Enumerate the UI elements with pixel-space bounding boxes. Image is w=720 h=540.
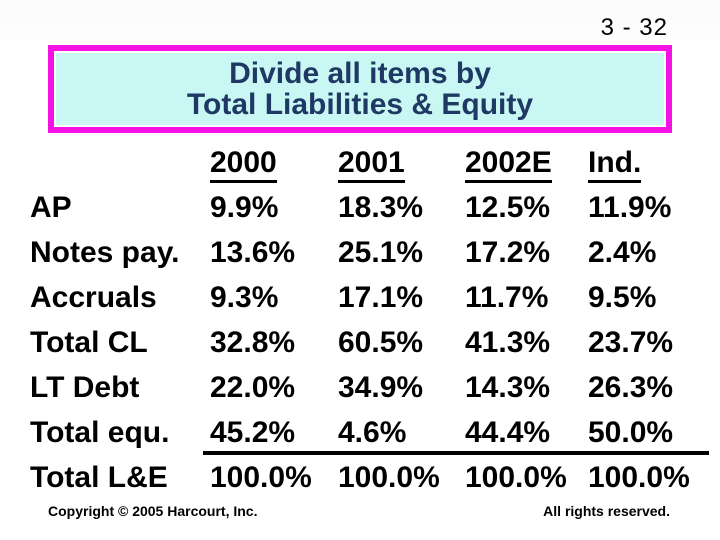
title-box: Divide all items by Total Liabilities & … bbox=[48, 45, 672, 133]
row-value: 12.5% bbox=[465, 191, 551, 224]
title-line-1: Divide all items by bbox=[229, 57, 491, 90]
row-value: 32.8% bbox=[210, 326, 296, 359]
column-header-label: Ind. bbox=[588, 146, 642, 183]
row-value: 50.0% bbox=[588, 416, 674, 449]
column-header-2001: 2001 bbox=[338, 140, 465, 185]
row-value: 17.2% bbox=[465, 236, 551, 269]
page-number: 3 - 32 bbox=[600, 14, 668, 41]
row-value: 11.9% bbox=[588, 191, 672, 224]
row-value: 41.3% bbox=[465, 326, 551, 359]
row-label: Accruals bbox=[30, 281, 157, 314]
row-value: 22.0% bbox=[210, 371, 296, 404]
row-value: 60.5% bbox=[338, 326, 424, 359]
row-value: 9.9% bbox=[210, 191, 279, 224]
row-value: 100.0% bbox=[465, 461, 567, 494]
column-header-label: 2000 bbox=[210, 146, 277, 183]
row-value: 14.3% bbox=[465, 371, 551, 404]
row-value: 100.0% bbox=[338, 461, 440, 494]
row-value: 17.1% bbox=[338, 281, 424, 314]
row-value: 23.7% bbox=[588, 326, 674, 359]
row-value: 18.3% bbox=[338, 191, 424, 224]
column-header-2000: 2000 bbox=[210, 140, 338, 185]
row-value: 100.0% bbox=[588, 461, 690, 494]
row-value: 44.4% bbox=[465, 416, 551, 449]
row-value: 34.9% bbox=[338, 371, 424, 404]
row-value: 11.7% bbox=[465, 281, 549, 314]
column-header-2002e: 2002E bbox=[465, 140, 588, 185]
row-value: 4.6% bbox=[338, 416, 407, 449]
row-label: Notes pay. bbox=[30, 236, 180, 269]
title-line-2: Total Liabilities & Equity bbox=[186, 88, 534, 121]
row-value: 100.0% bbox=[210, 461, 312, 494]
row-label: AP bbox=[30, 191, 72, 224]
row-value: 45.2% bbox=[210, 416, 296, 449]
totals-separator-line bbox=[203, 451, 709, 455]
row-label: Total CL bbox=[30, 326, 148, 359]
column-header-ind: Ind. bbox=[588, 140, 710, 185]
row-label: LT Debt bbox=[30, 371, 140, 404]
row-value: 26.3% bbox=[588, 371, 674, 404]
row-label: Total L&E bbox=[30, 461, 168, 494]
rights-reserved-text: All rights reserved. bbox=[543, 503, 670, 519]
row-value: 2.4% bbox=[588, 236, 657, 269]
row-value: 13.6% bbox=[210, 236, 296, 269]
row-value: 25.1% bbox=[338, 236, 424, 269]
row-value: 9.5% bbox=[588, 281, 657, 314]
ratio-table: 2000 2001 2002E Ind. AP 9.9% 18.3% 12.5%… bbox=[30, 140, 710, 500]
column-header-label: 2002E bbox=[465, 146, 552, 183]
row-value: 9.3% bbox=[210, 281, 279, 314]
header-spacer bbox=[30, 140, 210, 185]
copyright-text: Copyright © 2005 Harcourt, Inc. bbox=[48, 503, 258, 519]
row-label: Total equ. bbox=[30, 416, 170, 449]
column-header-label: 2001 bbox=[338, 146, 405, 183]
